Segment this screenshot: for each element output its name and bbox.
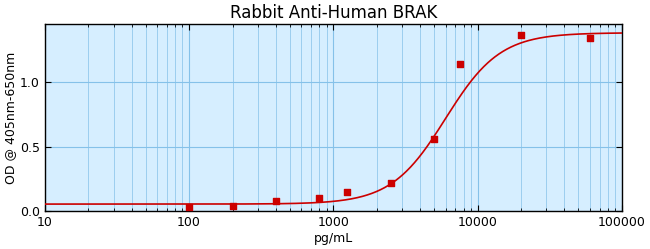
Point [385, 181, 396, 185]
Title: Rabbit Anti-Human BRAK: Rabbit Anti-Human BRAK [229, 4, 437, 22]
Point [227, 204, 238, 208]
Point [271, 199, 281, 203]
Point [184, 205, 194, 209]
Point [585, 36, 595, 40]
Y-axis label: OD @ 405nm-650nm: OD @ 405nm-650nm [4, 51, 17, 184]
Point [429, 137, 439, 141]
X-axis label: pg/mL: pg/mL [314, 232, 353, 245]
Point [314, 196, 324, 200]
Point [342, 190, 352, 194]
Point [516, 33, 526, 37]
Point [454, 62, 465, 66]
